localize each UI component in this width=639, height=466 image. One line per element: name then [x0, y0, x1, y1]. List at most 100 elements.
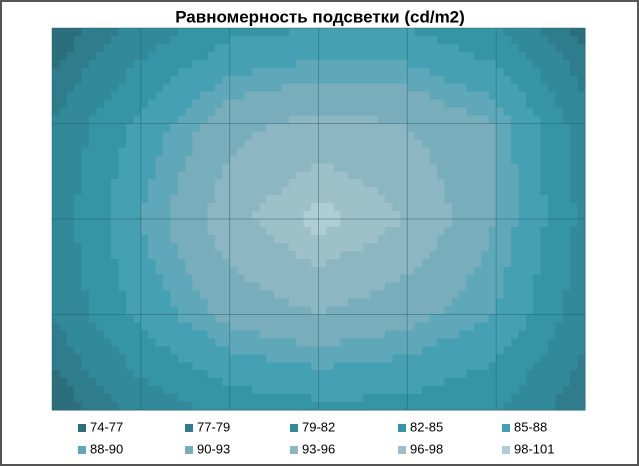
- contour-patch: [392, 282, 401, 292]
- contour-patch: [436, 123, 445, 133]
- contour-patch: [325, 83, 334, 93]
- contour-patch: [562, 123, 571, 133]
- contour-patch: [459, 51, 468, 61]
- contour-patch: [473, 322, 482, 332]
- contour-patch: [503, 330, 512, 339]
- contour-patch: [133, 258, 142, 268]
- contour-patch: [185, 67, 194, 77]
- contour-patch: [89, 59, 98, 69]
- contour-patch: [436, 179, 445, 188]
- contour-patch: [318, 378, 327, 387]
- contour-patch: [251, 139, 260, 148]
- contour-patch: [414, 187, 423, 196]
- contour-patch: [488, 306, 497, 316]
- contour-patch: [274, 274, 283, 284]
- contour-patch: [214, 187, 223, 196]
- contour-patch: [496, 274, 505, 284]
- contour-patch: [177, 147, 186, 156]
- contour-patch: [525, 131, 534, 141]
- contour-patch: [118, 322, 127, 332]
- contour-patch: [503, 43, 512, 53]
- contour-patch: [348, 211, 357, 220]
- contour-patch: [407, 131, 416, 141]
- contour-patch: [562, 211, 571, 220]
- contour-patch: [348, 322, 357, 332]
- contour-patch: [74, 179, 83, 188]
- contour-patch: [74, 203, 83, 212]
- contour-patch: [377, 107, 386, 117]
- contour-patch: [133, 187, 142, 196]
- contour-patch: [496, 314, 505, 324]
- contour-patch: [244, 346, 253, 355]
- contour-patch: [126, 171, 135, 180]
- contour-patch: [274, 330, 283, 339]
- contour-patch: [570, 298, 579, 308]
- contour-patch: [148, 394, 157, 403]
- contour-patch: [370, 394, 379, 403]
- contour-patch: [140, 211, 149, 220]
- contour-patch: [518, 83, 527, 93]
- contour-patch: [207, 115, 216, 125]
- contour-patch: [340, 123, 349, 133]
- contour-patch: [185, 91, 194, 101]
- contour-patch: [229, 234, 238, 244]
- contour-patch: [429, 250, 438, 260]
- contour-patch: [422, 242, 431, 252]
- contour-patch: [303, 394, 312, 403]
- contour-patch: [355, 139, 364, 148]
- contour-patch: [377, 35, 386, 45]
- contour-patch: [192, 314, 201, 324]
- contour-patch: [399, 378, 408, 387]
- contour-patch: [570, 250, 579, 260]
- contour-patch: [177, 242, 186, 252]
- contour-patch: [214, 35, 223, 45]
- contour-patch: [185, 378, 194, 387]
- contour-patch: [385, 51, 394, 61]
- contour-patch: [348, 99, 357, 109]
- contour-patch: [525, 115, 534, 125]
- contour-patch: [422, 378, 431, 387]
- contour-patch: [525, 35, 534, 45]
- contour-patch: [525, 354, 534, 363]
- contour-patch: [303, 107, 312, 117]
- contour-patch: [355, 187, 364, 196]
- contour-patch: [459, 298, 468, 308]
- contour-patch: [170, 402, 179, 411]
- contour-patch: [333, 354, 342, 363]
- contour-patch: [89, 290, 98, 300]
- contour-patch: [274, 139, 283, 148]
- contour-patch: [392, 250, 401, 260]
- contour-patch: [540, 107, 549, 117]
- contour-patch: [407, 338, 416, 347]
- contour-patch: [377, 226, 386, 236]
- contour-patch: [555, 394, 564, 403]
- contour-patch: [318, 179, 327, 188]
- contour-patch: [407, 242, 416, 252]
- contour-patch: [103, 91, 112, 101]
- contour-patch: [207, 242, 216, 252]
- contour-patch: [66, 163, 75, 172]
- contour-patch: [481, 35, 490, 45]
- contour-patch: [459, 306, 468, 316]
- contour-patch: [251, 402, 260, 411]
- contour-patch: [296, 370, 305, 379]
- contour-patch: [422, 394, 431, 403]
- contour-patch: [577, 322, 586, 332]
- contour-patch: [510, 258, 519, 268]
- contour-patch: [266, 274, 275, 284]
- contour-patch: [451, 131, 460, 141]
- contour-patch: [140, 402, 149, 411]
- contour-patch: [555, 211, 564, 220]
- contour-patch: [126, 28, 135, 37]
- contour-patch: [259, 274, 268, 284]
- contour-patch: [488, 242, 497, 252]
- contour-patch: [214, 258, 223, 268]
- contour-patch: [392, 91, 401, 101]
- contour-patch: [81, 211, 90, 220]
- contour-patch: [155, 234, 164, 244]
- contour-patch: [140, 234, 149, 244]
- contour-patch: [237, 362, 246, 371]
- contour-patch: [118, 75, 127, 85]
- contour-patch: [214, 139, 223, 148]
- contour-patch: [377, 346, 386, 355]
